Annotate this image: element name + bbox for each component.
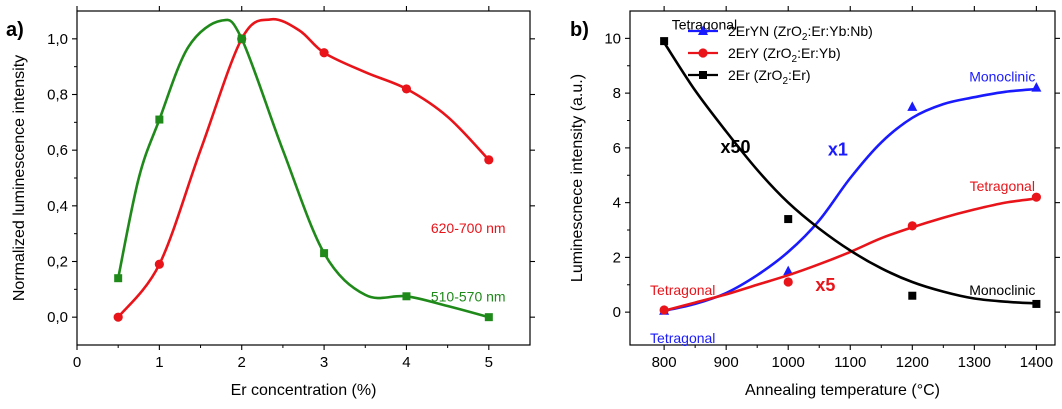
x-tick-label: 3 — [320, 354, 328, 371]
annotation-label: x5 — [815, 275, 835, 295]
data-point — [319, 48, 329, 58]
x-tick-label: 1100 — [834, 354, 866, 371]
y-tick-label: 0,0 — [47, 309, 68, 326]
y-axis-label: Luminescnece intensity (a.u.) — [569, 74, 586, 282]
data-point — [484, 155, 494, 165]
legend: 2ErYN (ZrO2:Er:Yb:Nb)2ErY (ZrO2:Er:Yb)2E… — [688, 23, 873, 87]
y-tick-label: 0,6 — [47, 142, 68, 159]
data-point — [401, 84, 412, 94]
annotation-label: 510-570 nm — [431, 288, 506, 304]
data-point — [908, 291, 917, 300]
x-tick-label: 1000 — [772, 354, 805, 371]
legend-marker — [698, 48, 708, 58]
data-point — [484, 313, 493, 322]
series-line — [663, 87, 1037, 313]
data-point — [659, 305, 669, 315]
x-tick-label: 1400 — [1020, 354, 1053, 371]
data-point — [402, 292, 411, 301]
data-point — [237, 34, 246, 43]
data-point — [907, 221, 917, 231]
y-tick-label: 0,4 — [47, 198, 68, 215]
legend-label: 2Er (ZrO2:Er) — [728, 67, 811, 87]
y-tick-label: 0,2 — [47, 254, 68, 271]
data-point — [784, 215, 793, 224]
annotation-label: Monoclinic — [969, 69, 1035, 85]
series-line — [117, 17, 490, 319]
data-point — [320, 249, 329, 258]
x-tick-label: 1 — [155, 354, 163, 371]
panel-b-chart: 800 900 1000 1100 1200 1300 1400 0 2 4 6 8 10 Anneali… — [569, 6, 1060, 399]
annotation-label: Tetragonal — [650, 282, 715, 298]
legend-label-subscript: 2 — [802, 32, 808, 43]
data-point — [1031, 192, 1041, 202]
y-tick-label: 10 — [604, 30, 621, 47]
series-2 — [660, 37, 1041, 308]
legend-marker — [698, 25, 708, 35]
x-axis-label: Annealing temperature (°C) — [745, 382, 940, 399]
x-tick-label: 0 — [73, 354, 81, 371]
legend-label-tail: :Er:Yb) — [797, 45, 841, 61]
data-point — [907, 101, 918, 111]
annotation-label: Tetragonal — [672, 17, 737, 33]
annotation-label: Tetragonal — [650, 330, 715, 346]
y-tick-label: 2 — [613, 249, 621, 266]
data-point — [660, 37, 669, 46]
legend-label-text: 2ErY (ZrO — [728, 45, 792, 61]
data-point — [154, 259, 164, 269]
x-tick-label: 4 — [402, 354, 410, 371]
x-tick-label: 1200 — [896, 354, 929, 371]
data-point — [155, 115, 164, 124]
y-tick-label: 0,8 — [47, 87, 68, 104]
y-tick-label: 1,0 — [47, 31, 68, 48]
series-1 — [114, 18, 493, 322]
x-tick-label: 800 — [652, 354, 677, 371]
annotation-label: Tetragonal — [970, 178, 1035, 194]
annotation-label: 620-700 nm — [431, 220, 506, 236]
y-tick-label: 6 — [613, 140, 621, 157]
series-line — [116, 18, 490, 319]
plot-frame — [629, 10, 1056, 346]
panel-a-chart: 0 1 2 3 4 5 0,0 0,2 0,4 0,6 0,8 1,0 Er concentration… — [6, 6, 535, 399]
legend-label-text: 2ErYN (ZrO — [728, 23, 802, 39]
data-point — [113, 312, 123, 322]
data-point — [1031, 82, 1042, 92]
series-line — [663, 41, 1037, 305]
legend-label-subscript: 2 — [792, 54, 798, 65]
panel-label: a) — [6, 19, 24, 41]
data-point — [1032, 299, 1041, 308]
data-point — [114, 274, 123, 283]
annotation-label: Monoclinic — [969, 282, 1035, 298]
legend-label-tail: :Er:Yb:Nb) — [807, 23, 872, 39]
x-tick-label: 2 — [238, 354, 246, 371]
panel-label: b) — [570, 19, 589, 41]
x-axis-label: Er concentration (%) — [231, 382, 377, 399]
legend-marker — [699, 71, 707, 79]
data-point — [783, 277, 793, 287]
series-0 — [113, 17, 494, 322]
legend-label-subscript: 2 — [782, 76, 788, 87]
y-axis-label: Normalized luminescence intensity — [11, 55, 28, 301]
legend-label: 2ErYN (ZrO2:Er:Yb:Nb) — [728, 23, 873, 43]
y-tick-label: 4 — [613, 195, 621, 212]
annotation-label: x1 — [828, 140, 848, 160]
data-point — [783, 265, 794, 276]
x-tick-label: 5 — [485, 354, 493, 371]
legend-label: 2ErY (ZrO2:Er:Yb) — [728, 45, 841, 65]
annotation-label: x50 — [720, 137, 750, 157]
x-tick-label: 1300 — [958, 354, 991, 371]
y-tick-label: 0 — [613, 304, 621, 321]
x-tick-label: 900 — [714, 354, 739, 371]
legend-label-text: 2Er (ZrO — [728, 67, 783, 83]
legend-label-tail: :Er) — [788, 67, 811, 83]
y-tick-label: 8 — [613, 85, 621, 102]
